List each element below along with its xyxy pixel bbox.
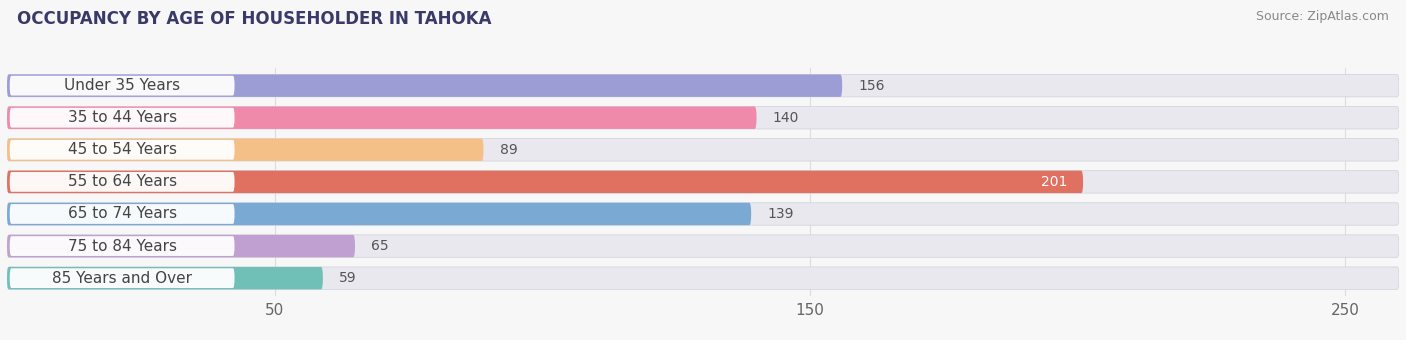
FancyBboxPatch shape	[7, 139, 484, 161]
FancyBboxPatch shape	[10, 268, 235, 288]
FancyBboxPatch shape	[7, 74, 842, 97]
FancyBboxPatch shape	[7, 203, 751, 225]
FancyBboxPatch shape	[10, 236, 235, 256]
Text: 59: 59	[339, 271, 357, 285]
Text: 35 to 44 Years: 35 to 44 Years	[67, 110, 177, 125]
FancyBboxPatch shape	[7, 171, 1399, 193]
Text: 140: 140	[773, 111, 799, 125]
Text: 65 to 74 Years: 65 to 74 Years	[67, 206, 177, 221]
Text: Under 35 Years: Under 35 Years	[65, 78, 180, 93]
FancyBboxPatch shape	[7, 139, 1399, 161]
Text: 55 to 64 Years: 55 to 64 Years	[67, 174, 177, 189]
Text: 156: 156	[858, 79, 884, 92]
Text: 45 to 54 Years: 45 to 54 Years	[67, 142, 177, 157]
Text: 75 to 84 Years: 75 to 84 Years	[67, 239, 177, 254]
FancyBboxPatch shape	[10, 76, 235, 96]
Text: OCCUPANCY BY AGE OF HOUSEHOLDER IN TAHOKA: OCCUPANCY BY AGE OF HOUSEHOLDER IN TAHOK…	[17, 10, 491, 28]
FancyBboxPatch shape	[7, 267, 1399, 289]
FancyBboxPatch shape	[7, 106, 756, 129]
FancyBboxPatch shape	[7, 235, 1399, 257]
Text: Source: ZipAtlas.com: Source: ZipAtlas.com	[1256, 10, 1389, 23]
FancyBboxPatch shape	[7, 267, 323, 289]
FancyBboxPatch shape	[10, 172, 235, 192]
Text: 201: 201	[1040, 175, 1067, 189]
FancyBboxPatch shape	[10, 108, 235, 128]
FancyBboxPatch shape	[10, 204, 235, 224]
FancyBboxPatch shape	[7, 106, 1399, 129]
FancyBboxPatch shape	[10, 140, 235, 160]
FancyBboxPatch shape	[7, 171, 1083, 193]
Text: 89: 89	[499, 143, 517, 157]
Text: 85 Years and Over: 85 Years and Over	[52, 271, 193, 286]
Text: 139: 139	[768, 207, 794, 221]
FancyBboxPatch shape	[7, 203, 1399, 225]
FancyBboxPatch shape	[7, 74, 1399, 97]
FancyBboxPatch shape	[7, 235, 356, 257]
Text: 65: 65	[371, 239, 388, 253]
